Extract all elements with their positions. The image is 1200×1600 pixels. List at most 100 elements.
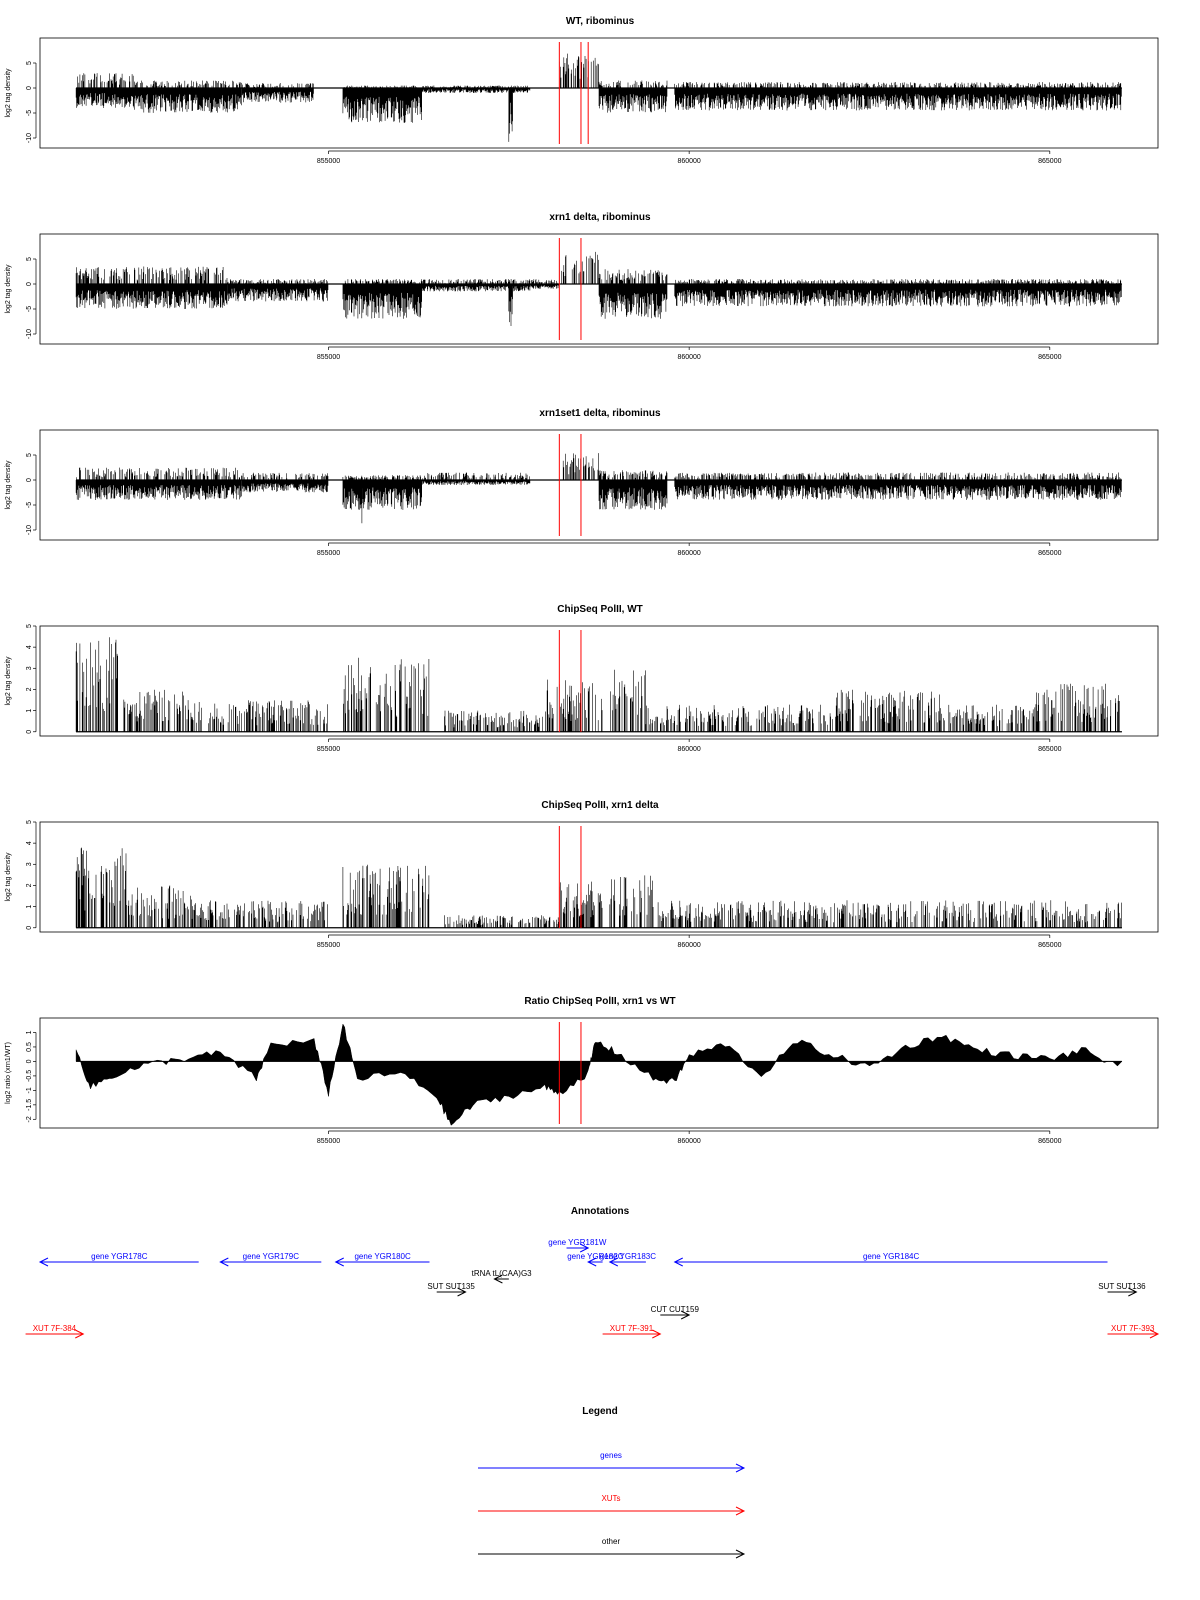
annotation-label: gene YGR180C [354,1252,411,1261]
data-bars [559,251,599,284]
y-tick-label: 1 [26,905,33,909]
annotation-arrow-head [579,1243,590,1253]
y-tick-label: 5 [26,61,33,65]
data-bars [422,85,531,93]
annotations-title: Annotations [571,1206,630,1217]
annotation-label: gene YGR178C [91,1252,148,1261]
data-bars [609,875,660,928]
x-tick-label: 860000 [677,942,700,949]
y-tick-label: 5 [26,820,33,824]
x-tick-label: 855000 [317,354,340,361]
annotation-label: gene YGR184C [863,1252,920,1261]
data-bars [75,637,118,732]
data-bars [835,689,941,732]
y-tick-label: 4 [26,645,33,649]
x-tick-label: 855000 [317,1138,340,1145]
data-bars [241,472,329,493]
data-bars [75,266,228,309]
data-bars [660,900,1122,928]
annotation-arrow-head [38,1257,49,1267]
y-tick-label: 2 [26,883,33,887]
y-tick-label: -5 [26,110,33,116]
x-tick-label: 860000 [677,354,700,361]
annotation-arrow-head [1149,1329,1160,1339]
y-axis-label: log2 tag density [5,68,12,118]
data-bars [508,284,513,326]
x-tick-label: 860000 [677,550,700,557]
data-bars [674,279,1122,307]
chart-title: WT, ribominus [566,16,635,27]
chart-title: ChipSeq PolII, xrn1 delta [541,800,659,811]
x-tick-label: 865000 [1038,158,1061,165]
y-axis-label: log2 ratio (xrn1/WT) [5,1042,12,1104]
data-bars [185,700,328,732]
annotation-arrow-head [334,1257,344,1267]
legend-arrow-head [735,1506,746,1516]
y-tick-label: -10 [26,329,33,339]
chart-title: Ratio ChipSeq PolII, xrn1 vs WT [524,996,675,1007]
y-tick-label: 0 [26,86,33,90]
data-bars [530,279,560,289]
y-axis-label: log2 tag density [5,264,12,314]
annotation-arrow-head [608,1257,619,1267]
data-bars [674,82,1122,111]
y-tick-label: -0.5 [26,1070,33,1082]
y-tick-label: 1 [26,709,33,713]
annotation-arrow-head [75,1329,85,1339]
legend-label: genes [600,1451,622,1460]
y-tick-label: -5 [26,502,33,508]
annotation-label: XUT 7F-393 [1111,1324,1155,1333]
annotation-label: XUT 7F-384 [33,1324,77,1333]
annotation-label: gene YGR183C [600,1252,657,1261]
y-tick-label: -1 [26,1087,33,1093]
x-tick-label: 855000 [317,942,340,949]
annotation-arrow-head [219,1257,229,1267]
y-tick-label: 0 [26,730,33,734]
data-bars [598,269,668,319]
x-tick-label: 865000 [1038,550,1061,557]
data-bars [241,83,314,103]
data-bars [342,279,422,319]
x-tick-label: 855000 [317,746,340,753]
plot-frame [39,233,1159,345]
annotation-arrow-head [673,1257,683,1267]
data-bars [1035,683,1120,732]
annotation-arrow-head [1128,1287,1138,1297]
y-tick-label: -10 [26,133,33,143]
data-bars [508,88,513,142]
y-tick-label: -2 [26,1116,33,1122]
annotation-label: CUT CUT159 [651,1305,700,1314]
annotation-label: tRNA tL(CAA)G3 [472,1269,533,1278]
plot-frame [39,821,1159,933]
y-tick-label: 2 [26,687,33,691]
data-bars [422,472,531,485]
y-tick-label: 4 [26,841,33,845]
data-bars [133,80,242,113]
annotation-arrow-head [587,1257,597,1267]
x-tick-label: 860000 [677,1138,700,1145]
chart-title: ChipSeq PolII, WT [557,604,643,615]
data-bars [422,279,531,292]
data-bars [343,657,430,732]
y-axis-label: log2 tag density [5,852,12,902]
x-tick-label: 865000 [1038,1138,1061,1145]
legend-title: Legend [582,1406,618,1417]
x-tick-label: 860000 [677,746,700,753]
data-bars [123,689,184,732]
y-axis-label: log2 tag density [5,656,12,706]
data-bars [545,679,603,732]
data-bars [126,885,199,928]
legend-label: XUTs [601,1494,620,1503]
annotation-arrow-head [493,1274,503,1284]
annotation-label: gene YGR179C [243,1252,300,1261]
data-bars [75,847,127,928]
x-tick-label: 860000 [677,158,700,165]
data-bars [941,704,1036,732]
legend-arrow-head [735,1549,746,1559]
plot-frame [39,625,1159,737]
y-tick-label: -10 [26,525,33,535]
y-tick-label: 3 [26,666,33,670]
y-tick-label: 1 [26,1030,33,1034]
